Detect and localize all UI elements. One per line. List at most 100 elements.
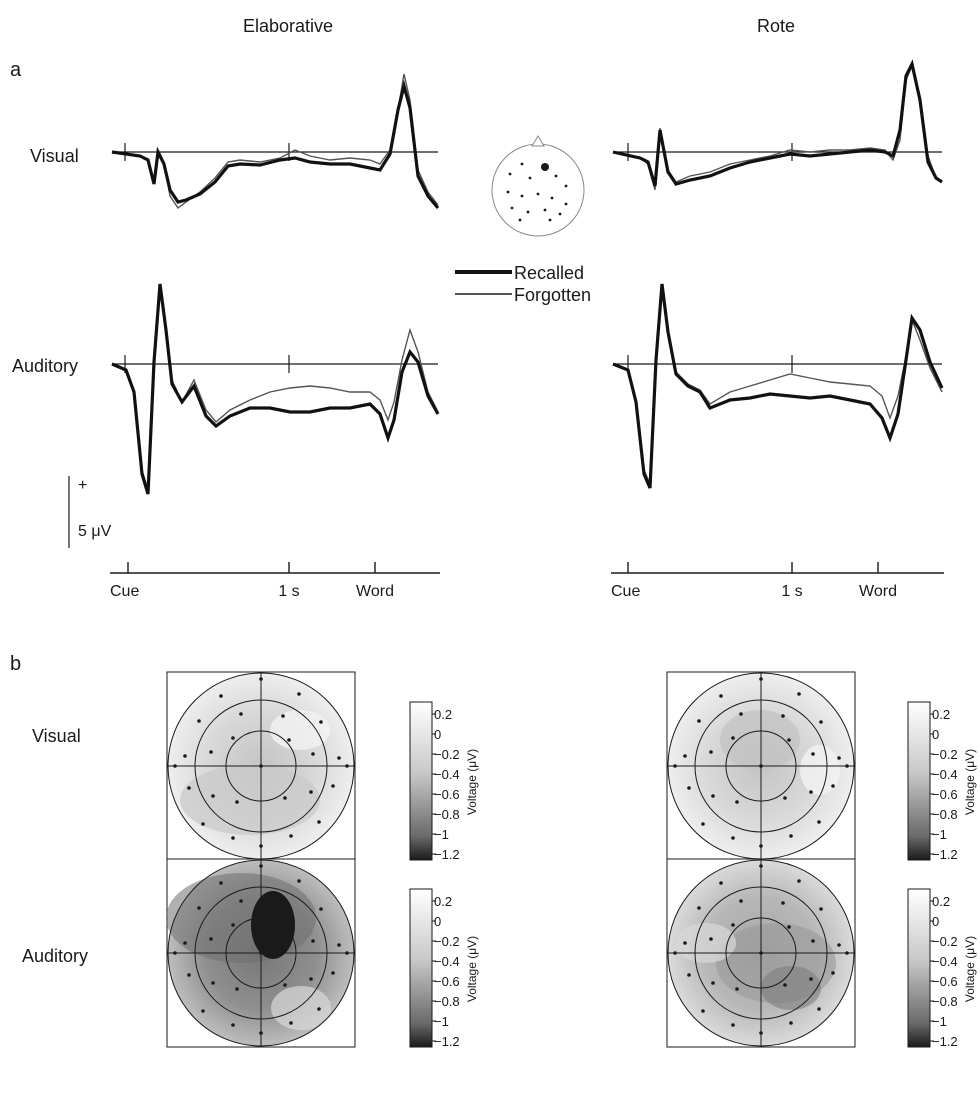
colorbar-tick-label: −0.4 (434, 767, 460, 782)
electrode (711, 981, 715, 985)
colorbar-tick-label: −0.8 (434, 994, 460, 1009)
electrode (759, 844, 763, 848)
electrode (709, 937, 713, 941)
colorbar-tick-label: −0.2 (434, 934, 460, 949)
electrode (781, 714, 785, 718)
electrode (317, 1007, 321, 1011)
electrode (819, 720, 823, 724)
electrode (797, 692, 801, 696)
electrode (209, 750, 213, 754)
trace-elab-auditory-recalled (111, 283, 440, 495)
electrode (673, 951, 677, 955)
electrode (259, 951, 263, 955)
axis-label-cue-left: Cue (110, 583, 139, 600)
electrode (759, 951, 763, 955)
electrode (211, 794, 215, 798)
electrode (311, 939, 315, 943)
axis-label-word-left: Word (356, 583, 394, 600)
colorbar-elab-auditory (409, 888, 433, 1048)
colorbar-tick-label: −0.6 (932, 787, 958, 802)
electrode (183, 941, 187, 945)
electrode (709, 750, 713, 754)
electrode (289, 1021, 293, 1025)
colorbar-tick-label: −1.2 (932, 1034, 958, 1049)
electrode (187, 786, 191, 790)
electrode (345, 951, 349, 955)
electrode (287, 738, 291, 742)
electrodes-0 (173, 677, 349, 848)
electrode (731, 1023, 735, 1027)
electrode (235, 800, 239, 804)
time-axis-elaborative (110, 562, 440, 574)
trace-rote-auditory-recalled (612, 283, 944, 489)
electrode (811, 939, 815, 943)
electrode (837, 943, 841, 947)
electrode (173, 764, 177, 768)
colorbar-label: Voltage (μV) (963, 936, 977, 1002)
electrode (789, 1021, 793, 1025)
electrode (231, 1023, 235, 1027)
colorbar-tick-label: −1 (932, 827, 947, 842)
trace-rote-visual-recalled (612, 59, 943, 187)
electrode (259, 764, 263, 768)
electrode (739, 899, 743, 903)
electrode (787, 925, 791, 929)
colorbar-tick-label: 0.2 (932, 894, 950, 909)
electrode (231, 736, 235, 740)
colorbar-tick-label: 0 (434, 914, 441, 929)
colorbar-tick-label: −0.4 (434, 954, 460, 969)
electrode (735, 800, 739, 804)
electrode (759, 1031, 763, 1035)
electrode (283, 796, 287, 800)
colorbar-tick-label: −0.8 (932, 994, 958, 1009)
baseline-ticks (124, 143, 793, 373)
electrode (783, 983, 787, 987)
header-elaborative: Elaborative (243, 16, 333, 36)
electrode (331, 971, 335, 975)
electrode (683, 941, 687, 945)
colorbar-tick-label: −0.2 (932, 747, 958, 762)
electrode (673, 764, 677, 768)
colorbar-tick-label: −0.8 (932, 807, 958, 822)
electrode (287, 925, 291, 929)
panel-label-a: a (10, 59, 22, 81)
electrode (219, 694, 223, 698)
electrode (697, 719, 701, 723)
electrode (739, 712, 743, 716)
electrode (811, 752, 815, 756)
electrode (719, 694, 723, 698)
colorbar-tick-label: 0.2 (434, 894, 452, 909)
electrode (337, 943, 341, 947)
electrode (759, 677, 763, 681)
electrode (701, 1009, 705, 1013)
row-label-visual: Visual (30, 146, 79, 166)
colorbar-tick-label: 0 (434, 727, 441, 742)
electrode (281, 714, 285, 718)
row-label-auditory: Auditory (12, 356, 78, 376)
electrode (845, 951, 849, 955)
colorbar-tick-label: −0.6 (434, 974, 460, 989)
electrode (345, 764, 349, 768)
colorbar-tick-label: −0.6 (434, 787, 460, 802)
axis-label-word-right: Word (859, 583, 897, 600)
colorbar-tick-label: −1 (932, 1014, 947, 1029)
head-electrode-map (491, 135, 585, 237)
colorbar-tick-label: −1.2 (932, 847, 958, 862)
electrode (787, 738, 791, 742)
electrode (809, 977, 813, 981)
electrode (259, 844, 263, 848)
electrode (711, 794, 715, 798)
colorbar-tick-label: −0.6 (932, 974, 958, 989)
colorbar-tick-label: 0.2 (434, 707, 452, 722)
electrode (259, 677, 263, 681)
electrode (183, 754, 187, 758)
electrode (231, 836, 235, 840)
electrode (289, 834, 293, 838)
electrode (735, 987, 739, 991)
electrode (201, 822, 205, 826)
trace-elab-auditory-forgotten (111, 289, 439, 491)
electrode (817, 820, 821, 824)
electrode (719, 881, 723, 885)
electrode (283, 983, 287, 987)
scale-bar: + 5 μV (68, 476, 112, 548)
